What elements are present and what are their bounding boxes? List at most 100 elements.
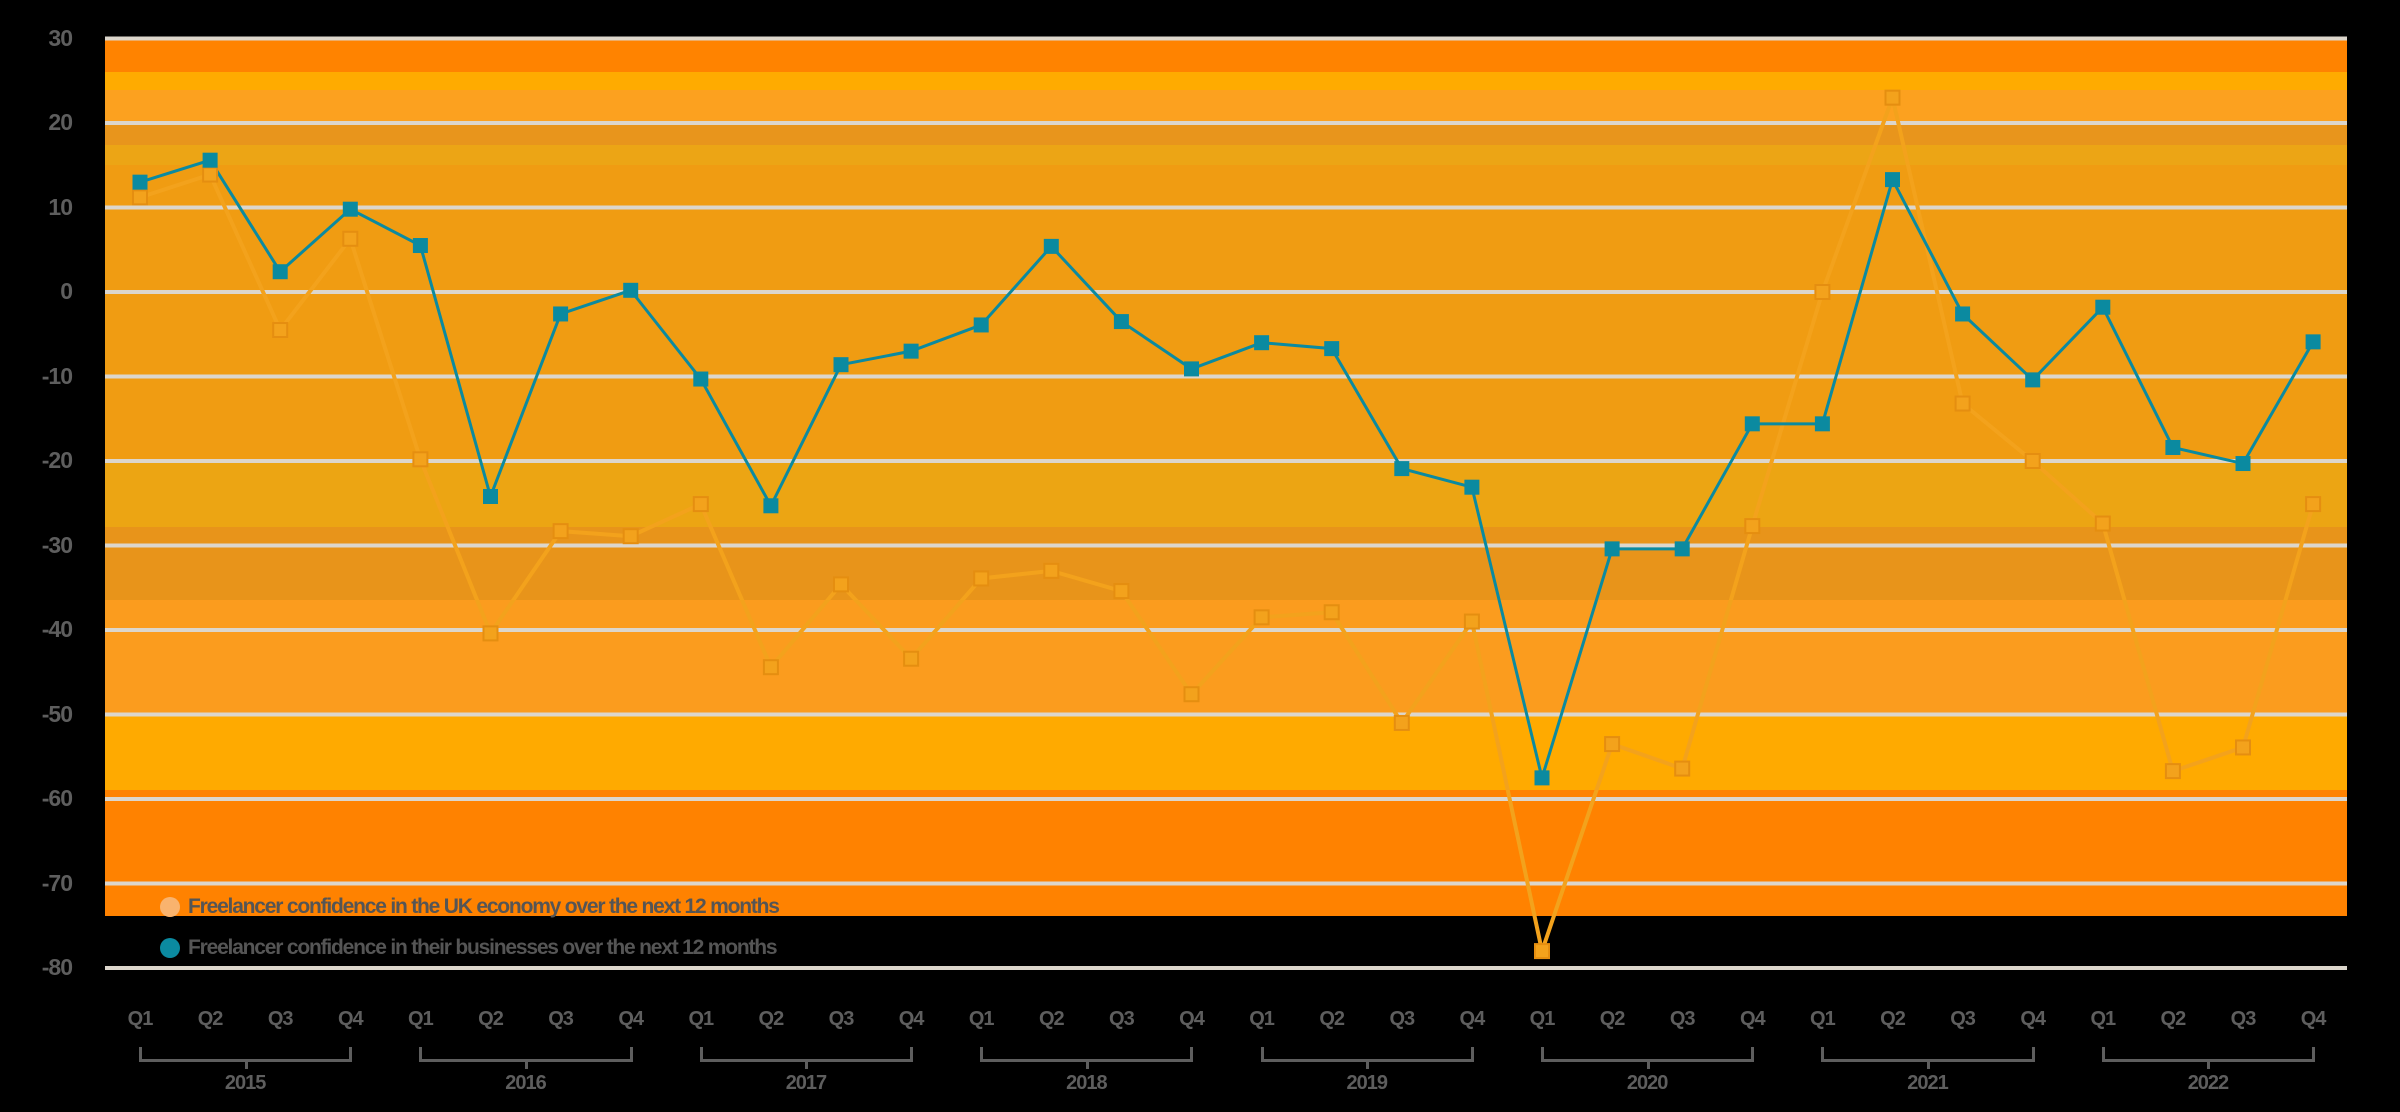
x-tick-label: Q3 xyxy=(1389,1008,1415,1030)
data-point-marker xyxy=(2025,372,2041,388)
y-tick-label: -40 xyxy=(41,616,73,642)
data-point-marker xyxy=(1955,306,1971,322)
data-point-marker xyxy=(1885,172,1900,188)
data-point-marker xyxy=(622,528,639,545)
x-tick-label: Q4 xyxy=(2300,1008,2327,1030)
legend-marker-icon xyxy=(160,897,180,917)
y-tick-label: -50 xyxy=(41,700,73,727)
data-point-marker xyxy=(1184,361,1199,377)
background-band xyxy=(105,527,2347,600)
x-tick-label: Q4 xyxy=(2020,1008,2046,1030)
businesses-line xyxy=(139,158,2315,784)
x-tick-label: Q2 xyxy=(1319,1008,1345,1030)
year-bracket xyxy=(1541,1047,1755,1069)
x-tick-label: Q1 xyxy=(127,1008,154,1030)
x-tick-label: Q1 xyxy=(688,1008,714,1030)
y-tick-label: 20 xyxy=(48,109,73,135)
data-point-marker xyxy=(2305,496,2322,513)
x-tick-label: Q3 xyxy=(267,1008,294,1030)
x-tick-label: Q2 xyxy=(1038,1008,1065,1030)
data-point-marker xyxy=(202,166,219,183)
background-band xyxy=(105,124,2347,145)
year-bracket xyxy=(1821,1047,2035,1069)
data-point-marker xyxy=(2024,453,2041,469)
data-point-marker xyxy=(132,174,148,190)
data-point-marker xyxy=(1814,416,1830,432)
x-tick-label: Q4 xyxy=(618,1008,644,1030)
y-tick-label: -60 xyxy=(41,785,73,811)
data-point-marker xyxy=(623,282,639,298)
year-bracket xyxy=(2101,1047,2316,1069)
y-tick-label: 0 xyxy=(60,278,73,304)
data-point-marker xyxy=(553,306,569,322)
year-label: 2017 xyxy=(785,1072,828,1094)
uk-economy-line xyxy=(139,90,2316,959)
data-point-marker xyxy=(973,317,989,333)
data-point-marker xyxy=(1674,760,1691,777)
legend-item-businesses: Freelancer confidence in their businesse… xyxy=(160,936,778,960)
data-point-marker xyxy=(762,659,779,676)
data-point-marker xyxy=(1954,395,1971,412)
x-tick-label: Q2 xyxy=(2160,1008,2187,1030)
year-label: 2020 xyxy=(1626,1072,1669,1094)
x-tick-label: Q2 xyxy=(1880,1008,1906,1030)
data-point-marker xyxy=(973,570,990,587)
background-band xyxy=(105,462,2347,527)
data-point-marker xyxy=(2165,439,2181,455)
data-point-marker xyxy=(1604,736,1621,753)
year-label: 2022 xyxy=(2187,1072,2230,1094)
data-point-marker xyxy=(412,451,429,468)
background-band xyxy=(105,72,2347,90)
data-point-marker xyxy=(552,523,569,540)
year-bracket xyxy=(1260,1047,1474,1069)
data-point-marker xyxy=(1043,238,1059,254)
year-bracket xyxy=(139,1047,353,1069)
data-point-marker xyxy=(903,650,920,667)
background-band xyxy=(105,165,2347,462)
data-point-marker xyxy=(1463,613,1480,630)
data-point-marker xyxy=(2095,299,2111,315)
data-point-marker xyxy=(1814,284,1831,300)
data-point-marker xyxy=(1183,686,1200,703)
x-tick-label: Q2 xyxy=(1599,1008,1626,1030)
x-tick-label: Q4 xyxy=(1179,1008,1205,1030)
x-tick-label: Q3 xyxy=(548,1008,574,1030)
data-point-marker xyxy=(412,238,428,254)
data-point-marker xyxy=(903,343,919,359)
x-tick-label: Q4 xyxy=(337,1008,364,1030)
background-band xyxy=(105,715,2347,790)
legend-item-uk-economy: Freelancer confidence in the UK economy … xyxy=(160,895,780,919)
data-point-marker xyxy=(2164,763,2181,780)
data-point-marker xyxy=(2305,334,2321,350)
data-point-marker xyxy=(1744,518,1761,535)
x-tick-label: Q3 xyxy=(1109,1008,1135,1030)
x-tick-label: Q3 xyxy=(1950,1008,1976,1030)
data-point-marker xyxy=(1604,541,1620,557)
y-tick-label: -30 xyxy=(41,531,73,558)
background-band xyxy=(105,90,2347,124)
x-tick-label: Q2 xyxy=(758,1008,785,1030)
data-point-marker xyxy=(1043,562,1060,579)
legend-label: Freelancer confidence in their businesse… xyxy=(188,936,778,959)
data-point-marker xyxy=(2235,456,2251,472)
data-point-marker xyxy=(1113,583,1130,600)
x-tick-label: Q4 xyxy=(1459,1008,1486,1030)
data-point-marker xyxy=(763,498,779,514)
data-point-marker xyxy=(2094,515,2111,532)
data-point-marker xyxy=(1884,89,1901,106)
year-label: 2019 xyxy=(1346,1072,1389,1094)
x-tick-label: Q2 xyxy=(197,1008,224,1030)
data-point-marker xyxy=(1324,341,1340,357)
data-point-marker xyxy=(2235,739,2251,756)
legend-marker-icon xyxy=(160,938,180,958)
x-tick-label: Q4 xyxy=(1739,1008,1766,1030)
legend-label: Freelancer confidence in the UK economy … xyxy=(188,895,780,918)
year-label: 2016 xyxy=(505,1072,547,1094)
data-point-marker xyxy=(483,488,498,504)
background-band xyxy=(105,145,2347,165)
x-tick-label: Q3 xyxy=(828,1008,855,1030)
x-tick-label: Q1 xyxy=(2090,1008,2116,1030)
data-point-marker xyxy=(1534,770,1550,786)
